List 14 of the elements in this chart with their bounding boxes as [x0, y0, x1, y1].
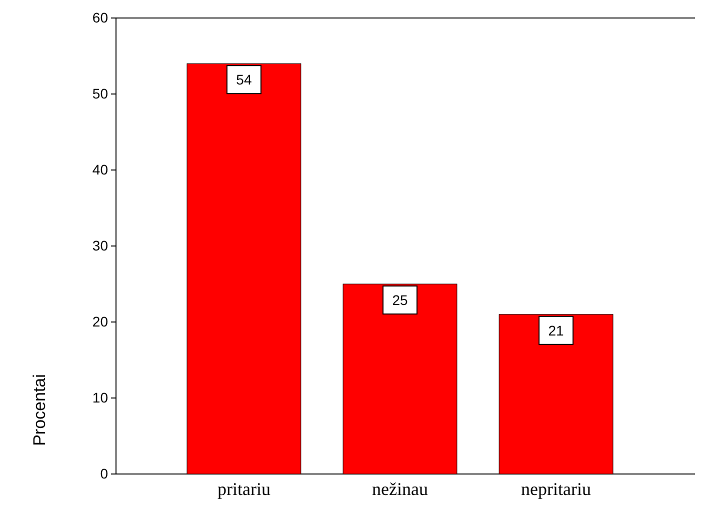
x-tick-label: nepritariu [521, 478, 592, 499]
y-tick-label: 10 [92, 389, 108, 406]
y-tick-label: 60 [92, 9, 108, 26]
y-tick-label: 40 [92, 161, 108, 178]
data-label: 54 [236, 72, 252, 88]
y-axis-title: Procentai [30, 374, 49, 446]
y-tick-label: 0 [100, 465, 108, 482]
y-tick-label: 50 [92, 85, 108, 102]
x-tick-label: nežinau [372, 478, 428, 499]
data-label: 21 [548, 322, 564, 338]
x-tick-label: pritariu [217, 478, 270, 499]
y-tick-label: 30 [92, 237, 108, 254]
data-label: 25 [392, 292, 408, 308]
y-tick-label: 20 [92, 313, 108, 330]
